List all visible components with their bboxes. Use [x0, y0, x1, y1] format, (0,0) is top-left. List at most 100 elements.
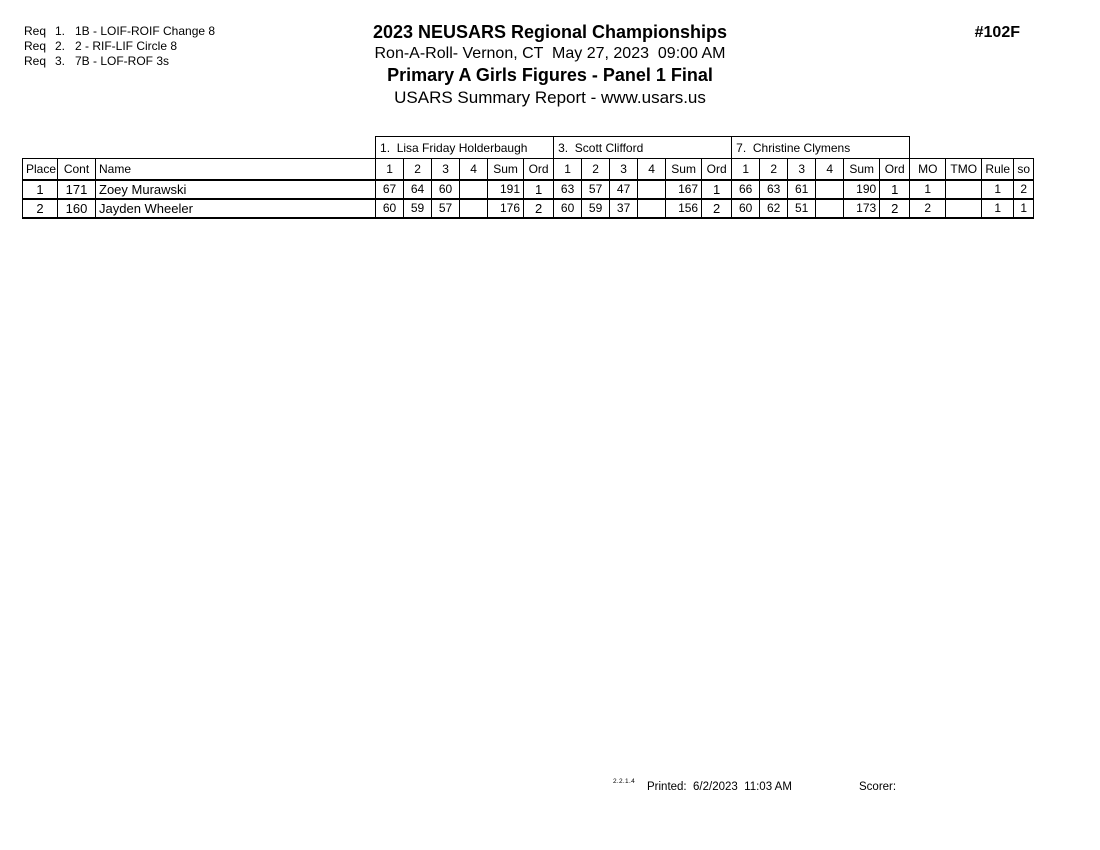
score-cell: 67 [375, 178, 405, 199]
score-cell: 57 [581, 178, 611, 199]
score-cell [459, 197, 489, 219]
score-cell: 47 [609, 178, 639, 199]
judge-header: 7. Christine Clymens [731, 136, 911, 159]
place-cell: 1 [22, 178, 58, 199]
rule-cell: 1 [981, 178, 1015, 199]
score-cell: 63 [553, 178, 583, 199]
score-cell [637, 178, 667, 199]
rule-cell: 1 [981, 197, 1015, 219]
score-cell: 60 [553, 197, 583, 219]
score-cell: 64 [403, 178, 433, 199]
score-cell: 63 [759, 178, 789, 199]
judge-header: 3. Scott Clifford [553, 136, 733, 159]
requirement-text: 1B - LOIF-ROIF Change 8 [75, 24, 216, 38]
requirement-item: Req 2. 2 - RIF-LIF Circle 8 [24, 39, 215, 54]
report-header: 2023 NEUSARS Regional Championships Ron-… [0, 22, 1100, 109]
requirement-item: Req 1. 1B - LOIF-ROIF Change 8 [24, 24, 215, 39]
judge-row-spacer [23, 137, 376, 159]
col-header-cont: Cont [57, 158, 96, 180]
ordinal-cell: 1 [523, 178, 555, 199]
score-cell: 60 [375, 197, 405, 219]
contestant-number-cell: 160 [57, 197, 96, 219]
score-col-header: 4 [459, 158, 489, 180]
ordinal-cell: 2 [879, 197, 911, 219]
score-cell: 62 [759, 197, 789, 219]
sum-cell: 167 [665, 178, 703, 199]
ordinal-cell: 1 [879, 178, 911, 199]
score-cell [815, 197, 845, 219]
requirement-text: 7B - LOF-ROF 3s [75, 54, 170, 68]
ordinal-cell: 1 [701, 178, 733, 199]
place-cell: 2 [22, 197, 58, 219]
result-row: 1 171 Zoey Murawski 67 64 60 191 1 63 57… [22, 178, 1035, 199]
printed-line: Printed: 6/2/2023 11:03 AM [647, 781, 792, 793]
score-cell: 59 [403, 197, 433, 219]
score-col-header: 3 [609, 158, 639, 180]
requirement-label: Req [24, 54, 47, 68]
score-col-header: 1 [731, 158, 761, 180]
results-table: 1. Lisa Friday Holderbaugh 3. Scott Clif… [22, 136, 1035, 219]
score-cell: 61 [787, 178, 817, 199]
score-cell: 66 [731, 178, 761, 199]
score-cell [459, 178, 489, 199]
score-cell [637, 197, 667, 219]
requirement-number: 3. [55, 54, 66, 68]
sum-cell: 173 [843, 197, 881, 219]
ord-col-header: Ord [701, 158, 733, 180]
doc-number: #102F [974, 24, 1020, 41]
col-header-place: Place [22, 158, 58, 180]
venue-date-line: Ron-A-Roll- Vernon, CT May 27, 2023 09:0… [374, 45, 726, 62]
so-cell: 1 [1013, 197, 1035, 219]
score-col-header: 1 [375, 158, 405, 180]
score-cell: 57 [431, 197, 461, 219]
requirement-number: 2. [55, 39, 66, 53]
col-header-tmo: TMO [945, 158, 983, 180]
score-cell: 60 [731, 197, 761, 219]
sum-col-header: Sum [665, 158, 703, 180]
scorer-label: Scorer: [859, 781, 897, 793]
tournament-title: 2023 NEUSARS Regional Championships [372, 22, 728, 42]
contestant-number-cell: 171 [57, 178, 96, 199]
sum-cell: 190 [843, 178, 881, 199]
score-cell: 60 [431, 178, 461, 199]
version-text: 2.2.1.4 [613, 778, 635, 785]
mo-cell: 2 [909, 197, 947, 219]
requirement-text: 2 - RIF-LIF Circle 8 [75, 39, 178, 53]
score-col-header: 2 [403, 158, 433, 180]
score-col-header: 1 [553, 158, 583, 180]
score-col-header: 4 [637, 158, 667, 180]
sum-cell: 191 [487, 178, 525, 199]
col-header-name: Name [94, 158, 377, 180]
skater-name-cell: Zoey Murawski [94, 178, 377, 199]
sum-cell: 176 [487, 197, 525, 219]
sum-col-header: Sum [843, 158, 881, 180]
col-header-rule: Rule [981, 158, 1015, 180]
tmo-cell [945, 178, 983, 199]
score-col-header: 4 [815, 158, 845, 180]
score-cell [815, 178, 845, 199]
tmo-cell [945, 197, 983, 219]
column-header-row: Place Cont Name 1 2 3 4 Sum Ord 1 2 3 4 … [22, 158, 1035, 180]
sum-cell: 156 [665, 197, 703, 219]
score-cell: 37 [609, 197, 639, 219]
ord-col-header: Ord [523, 158, 555, 180]
col-header-mo: MO [909, 158, 947, 180]
result-row: 2 160 Jayden Wheeler 60 59 57 176 2 60 5… [22, 197, 1035, 219]
judge-header-row: 1. Lisa Friday Holderbaugh 3. Scott Clif… [23, 136, 1034, 159]
so-cell: 2 [1013, 178, 1035, 199]
ordinal-cell: 2 [701, 197, 733, 219]
requirement-number: 1. [55, 24, 66, 38]
mo-cell: 1 [909, 178, 947, 199]
sum-col-header: Sum [487, 158, 525, 180]
requirement-label: Req [24, 39, 47, 53]
requirement-label: Req [24, 24, 47, 38]
ordinal-cell: 2 [523, 197, 555, 219]
score-cell: 59 [581, 197, 611, 219]
score-col-header: 3 [787, 158, 817, 180]
report-type-line: USARS Summary Report - www.usars.us [394, 88, 706, 107]
score-col-header: 2 [759, 158, 789, 180]
judge-header: 1. Lisa Friday Holderbaugh [375, 136, 555, 159]
score-col-header: 2 [581, 158, 611, 180]
score-col-header: 3 [431, 158, 461, 180]
